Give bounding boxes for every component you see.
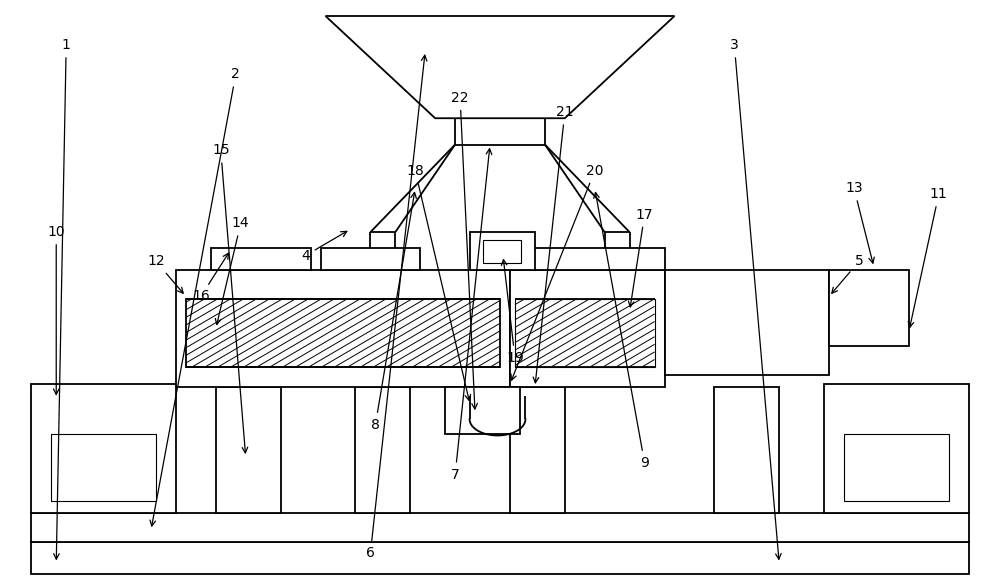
Text: 22: 22 <box>451 91 477 409</box>
Text: 3: 3 <box>730 38 781 559</box>
Bar <box>665 270 829 375</box>
Text: 18: 18 <box>406 164 471 400</box>
Text: 19: 19 <box>501 259 524 365</box>
Text: 16: 16 <box>192 253 228 303</box>
Bar <box>186 299 500 366</box>
Text: 20: 20 <box>511 164 603 380</box>
Polygon shape <box>325 16 675 118</box>
Text: 5: 5 <box>832 254 863 294</box>
Bar <box>714 387 779 512</box>
Bar <box>483 240 521 262</box>
Bar <box>211 248 311 270</box>
Bar <box>445 387 520 434</box>
Bar <box>31 384 176 512</box>
Bar <box>829 270 909 346</box>
Text: 9: 9 <box>594 193 649 470</box>
Text: 2: 2 <box>150 68 240 526</box>
Bar <box>31 512 969 542</box>
Text: 15: 15 <box>212 143 248 453</box>
Bar <box>470 232 535 270</box>
Bar <box>176 270 510 387</box>
Bar <box>515 299 655 366</box>
Bar <box>510 248 665 270</box>
Text: 21: 21 <box>533 106 574 383</box>
Bar <box>355 387 410 512</box>
Text: 12: 12 <box>147 254 183 294</box>
Bar <box>216 387 281 512</box>
Text: 8: 8 <box>371 193 416 432</box>
Bar <box>510 270 665 387</box>
Text: 7: 7 <box>451 149 492 481</box>
Bar <box>51 434 156 501</box>
Bar <box>455 118 545 144</box>
Text: 11: 11 <box>908 187 948 328</box>
Text: 6: 6 <box>366 55 427 561</box>
Bar <box>320 248 420 270</box>
Text: 13: 13 <box>845 181 874 263</box>
Bar <box>844 434 949 501</box>
Text: 10: 10 <box>47 225 65 394</box>
Bar <box>31 542 969 574</box>
Text: 14: 14 <box>215 217 250 325</box>
Text: 4: 4 <box>301 231 347 262</box>
Text: 17: 17 <box>628 208 653 307</box>
Text: 1: 1 <box>54 38 71 559</box>
Bar <box>824 384 969 512</box>
Bar <box>510 387 565 512</box>
